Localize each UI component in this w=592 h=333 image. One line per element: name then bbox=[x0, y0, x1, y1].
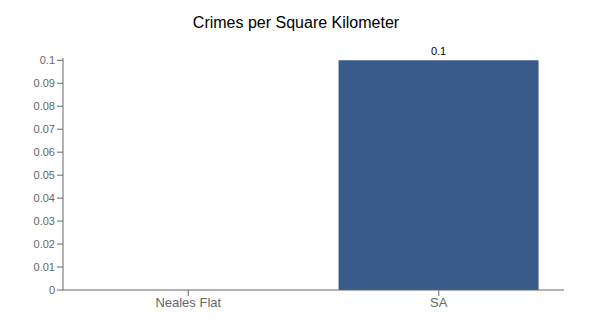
svg-text:0.02: 0.02 bbox=[34, 238, 55, 250]
svg-text:Neales Flat: Neales Flat bbox=[155, 295, 221, 310]
svg-text:0.04: 0.04 bbox=[34, 192, 55, 204]
svg-text:0.07: 0.07 bbox=[34, 123, 55, 135]
html-text:Crimes per Square Kilometer: Crimes per Square Kilometer bbox=[192, 14, 400, 31]
svg-text:0.05: 0.05 bbox=[34, 169, 55, 181]
svg-text:0: 0 bbox=[49, 284, 55, 296]
svg-text:0.08: 0.08 bbox=[34, 100, 55, 112]
svg-text:0.09: 0.09 bbox=[34, 77, 55, 89]
svg-text:0.01: 0.01 bbox=[34, 261, 55, 273]
svg-text:SA: SA bbox=[430, 295, 448, 310]
svg-text:0.1: 0.1 bbox=[40, 54, 55, 66]
svg-text:0.03: 0.03 bbox=[34, 215, 55, 227]
svg-text:0.06: 0.06 bbox=[34, 146, 55, 158]
svg-text:0.1: 0.1 bbox=[431, 45, 446, 57]
